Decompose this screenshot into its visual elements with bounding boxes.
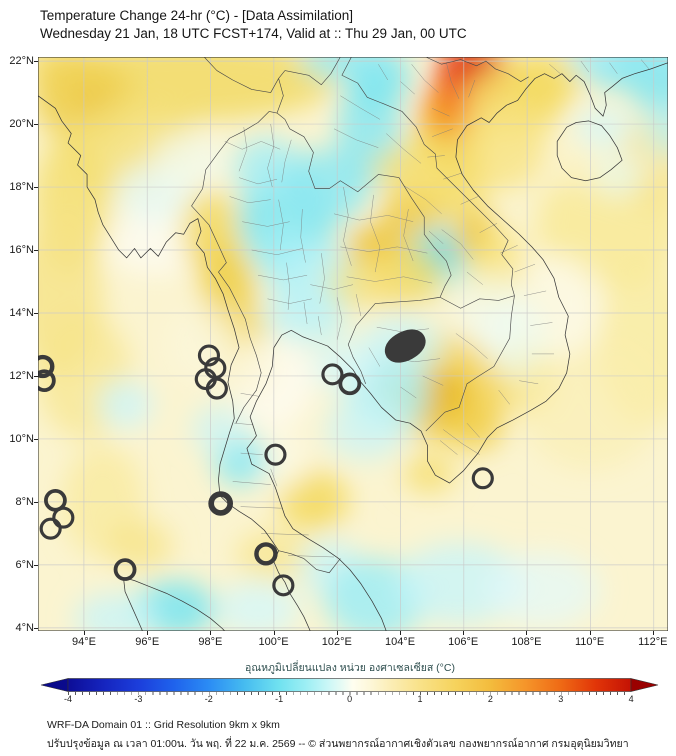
- temperature-field: [38, 57, 668, 631]
- country-borders: [192, 57, 529, 573]
- title-block: Temperature Change 24-hr (°C) - [Data As…: [40, 7, 467, 43]
- lat-axis-label: 4°N: [15, 622, 34, 634]
- lon-axis-label: 104°E: [384, 636, 416, 648]
- colorbar-gradient-bar: [67, 678, 632, 692]
- map-plot-area: [38, 57, 668, 631]
- axis-tick: [34, 61, 38, 62]
- lon-axis-label: 94°E: [72, 636, 96, 648]
- axis-tick: [34, 628, 38, 629]
- axis-tick: [34, 376, 38, 377]
- axis-tick: [34, 439, 38, 440]
- cbar-ticks-label: -4: [63, 694, 73, 704]
- lat-axis-label: 6°N: [15, 559, 34, 571]
- cbar-ticks-label: -1: [275, 694, 284, 704]
- cbar-ticks-label: 2: [487, 694, 493, 704]
- colorbar: [40, 678, 659, 692]
- axis-tick: [400, 631, 401, 635]
- lat-axis-label: 18°N: [9, 181, 34, 193]
- lon-axis-label: 102°E: [321, 636, 352, 648]
- axis-tick: [34, 565, 38, 566]
- colorbar-minor-ticks: [68, 692, 631, 695]
- lat-axis-label: 8°N: [15, 496, 34, 508]
- colorbar-left-arrow: [40, 678, 69, 692]
- colorbar-title: อุณหภูมิเปลี่ยนแปลง หน่วย องศาเซลเซียส (…: [245, 662, 455, 674]
- page-subtitle: Wednesday 21 Jan, 18 UTC FCST+174, Valid…: [40, 26, 467, 41]
- islands: [38, 329, 494, 597]
- axis-tick: [273, 631, 275, 635]
- lat-axis-label: 14°N: [9, 307, 34, 319]
- colorbar-right-arrow: [630, 678, 659, 692]
- lon-axis-label: 106°E: [448, 636, 479, 648]
- axis-tick: [84, 631, 85, 635]
- cbar-ticks-label: 1: [417, 694, 423, 704]
- axis-tick: [589, 631, 591, 635]
- cbar-ticks-label: 0: [347, 694, 353, 704]
- cbar-ticks-label: -3: [134, 694, 143, 704]
- lon-axis-label: 98°E: [198, 636, 223, 648]
- lat-axis-label: 20°N: [9, 118, 34, 130]
- axis-tick: [652, 631, 654, 635]
- cbar-ticks-label: 3: [558, 694, 564, 704]
- axis-tick: [34, 313, 38, 314]
- cbar-ticks-label: -2: [204, 694, 213, 704]
- lat-axis-label: 12°N: [9, 370, 34, 382]
- axis-tick: [147, 631, 149, 635]
- axis-tick: [34, 187, 38, 188]
- axis-tick: [336, 631, 338, 635]
- axis-tick: [210, 631, 212, 635]
- lon-axis-label: 100°E: [258, 636, 289, 648]
- lon-axis-label: 108°E: [511, 636, 542, 648]
- lon-axis-label: 112°E: [638, 636, 668, 648]
- lon-axis-label: 110°E: [574, 636, 605, 648]
- lat-axis-label: 10°N: [9, 433, 34, 445]
- cbar-ticks-label: 4: [628, 694, 634, 704]
- lat-axis-label: 22°N: [9, 55, 34, 67]
- coastlines: [38, 63, 668, 631]
- axis-tick: [34, 124, 38, 125]
- axis-tick: [526, 631, 528, 635]
- province-boundaries: [225, 60, 649, 557]
- lon-axis-label: 96°E: [135, 636, 160, 648]
- tonle-sap-lake: [384, 329, 426, 363]
- page-title: Temperature Change 24-hr (°C) - [Data As…: [40, 8, 354, 23]
- axis-tick: [34, 250, 38, 251]
- footer-domain-info: WRF-DA Domain 01 :: Grid Resolution 9km …: [47, 719, 280, 731]
- lat-axis-label: 16°N: [9, 244, 34, 256]
- temperature-change-map: [38, 57, 668, 631]
- footer-update-info: ปรับปรุงข้อมูล ณ เวลา 01:00น. วัน พฤ. ที…: [47, 738, 629, 750]
- axis-tick: [463, 631, 465, 635]
- axis-tick: [34, 502, 38, 503]
